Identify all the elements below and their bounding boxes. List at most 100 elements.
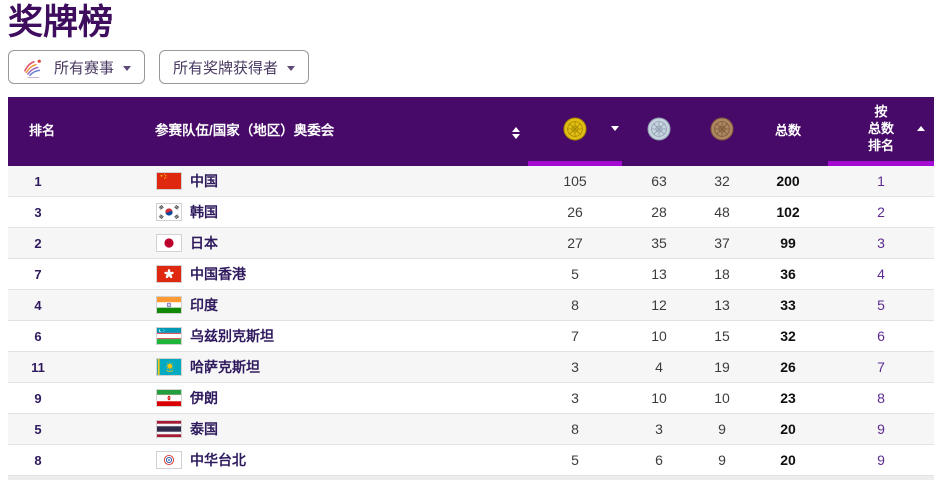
noc-name[interactable]: 泰国 bbox=[190, 419, 218, 439]
flag-japan-icon bbox=[156, 234, 182, 252]
rank-cell: 5 bbox=[8, 414, 78, 445]
total-count: 33 bbox=[748, 290, 828, 321]
silver-count: 6 bbox=[622, 445, 696, 476]
rank-cell: 2 bbox=[8, 228, 78, 259]
events-filter-button[interactable]: 所有赛事 bbox=[8, 50, 145, 84]
noc-name[interactable]: 印度 bbox=[190, 295, 218, 315]
rank-by-total-cell: 9 bbox=[828, 414, 934, 445]
header-sort-toggle[interactable] bbox=[503, 97, 528, 166]
rank-by-total-cell: 7 bbox=[828, 352, 934, 383]
header-team[interactable]: 参赛队伍/国家（地区）奥委会 bbox=[78, 97, 503, 166]
silver-count: 10 bbox=[622, 383, 696, 414]
chevron-down-icon bbox=[287, 66, 295, 71]
bronze-count: 13 bbox=[696, 290, 748, 321]
noc-name[interactable]: 日本 bbox=[190, 233, 218, 253]
sort-spacer-cell bbox=[503, 383, 528, 414]
team-cell: 中华台北 bbox=[78, 445, 503, 476]
sort-spacer-cell bbox=[503, 166, 528, 197]
silver-count: 12 bbox=[622, 290, 696, 321]
gold-count: 8 bbox=[528, 414, 622, 445]
noc-name[interactable]: 伊朗 bbox=[190, 388, 218, 408]
gold-count: 26 bbox=[528, 197, 622, 228]
sort-icon bbox=[512, 127, 520, 139]
rank-by-total-cell: 1 bbox=[828, 166, 934, 197]
silver-count: 35 bbox=[622, 228, 696, 259]
noc-name[interactable]: 乌兹别克斯坦 bbox=[190, 326, 274, 346]
table-row: 6 乌兹别克斯坦 7 10 15 32 6 bbox=[8, 321, 934, 352]
gold-medal-icon bbox=[563, 117, 587, 141]
table-row: 7 中国香港 5 13 18 36 4 bbox=[8, 259, 934, 290]
silver-count: 13 bbox=[622, 259, 696, 290]
noc-name[interactable]: 中国 bbox=[190, 171, 218, 191]
table-row: 3 韩国 26 28 48 102 2 bbox=[8, 197, 934, 228]
team-cell: 中国 bbox=[78, 166, 503, 197]
silver-medal-icon bbox=[647, 117, 671, 141]
silver-count: 10 bbox=[622, 321, 696, 352]
rank-by-total-cell: 3 bbox=[828, 228, 934, 259]
header-rank-by-total[interactable]: 按 总数 排名 bbox=[828, 97, 934, 166]
rank-cell: 3 bbox=[8, 197, 78, 228]
sort-spacer-cell bbox=[503, 290, 528, 321]
bronze-count: 15 bbox=[696, 321, 748, 352]
header-rank-by-total-label: 按 总数 排名 bbox=[868, 104, 894, 155]
bronze-medal-icon bbox=[710, 117, 734, 141]
noc-name[interactable]: 韩国 bbox=[190, 202, 218, 222]
noc-name[interactable]: 哈萨克斯坦 bbox=[190, 357, 260, 377]
total-count: 102 bbox=[748, 197, 828, 228]
medalists-filter-button[interactable]: 所有奖牌获得者 bbox=[159, 50, 309, 84]
total-count: 99 bbox=[748, 228, 828, 259]
table-row: 1 中国 105 63 32 200 1 bbox=[8, 166, 934, 197]
noc-name[interactable]: 中华台北 bbox=[190, 450, 246, 470]
chevron-down-icon bbox=[123, 66, 131, 71]
next-row-partial bbox=[8, 476, 934, 480]
team-cell: 中国香港 bbox=[78, 259, 503, 290]
bronze-count: 18 bbox=[696, 259, 748, 290]
flag-iran-icon bbox=[156, 389, 182, 407]
team-cell: 伊朗 bbox=[78, 383, 503, 414]
gold-count: 8 bbox=[528, 290, 622, 321]
sort-spacer-cell bbox=[503, 352, 528, 383]
rank-by-total-cell: 6 bbox=[828, 321, 934, 352]
rank-by-total-cell: 4 bbox=[828, 259, 934, 290]
medal-table: 排名 参赛队伍/国家（地区）奥委会 bbox=[8, 97, 934, 476]
sort-spacer-cell bbox=[503, 197, 528, 228]
flag-hong-kong-china-icon bbox=[156, 265, 182, 283]
gold-count: 5 bbox=[528, 445, 622, 476]
header-total[interactable]: 总数 bbox=[748, 97, 828, 166]
flag-south-korea-icon bbox=[156, 203, 182, 221]
header-silver[interactable] bbox=[622, 97, 696, 166]
sort-spacer-cell bbox=[503, 259, 528, 290]
total-count: 36 bbox=[748, 259, 828, 290]
gold-count: 27 bbox=[528, 228, 622, 259]
flag-kazakhstan-icon bbox=[156, 358, 182, 376]
rank-by-total-cell: 2 bbox=[828, 197, 934, 228]
team-cell: 日本 bbox=[78, 228, 503, 259]
rank-cell: 7 bbox=[8, 259, 78, 290]
team-cell: 泰国 bbox=[78, 414, 503, 445]
table-row: 5 泰国 8 3 9 20 9 bbox=[8, 414, 934, 445]
medalists-filter-label: 所有奖牌获得者 bbox=[173, 57, 278, 78]
team-cell: 哈萨克斯坦 bbox=[78, 352, 503, 383]
rank-cell: 1 bbox=[8, 166, 78, 197]
flag-chinese-taipei-icon bbox=[156, 451, 182, 469]
gold-count: 5 bbox=[528, 259, 622, 290]
rank-cell: 11 bbox=[8, 352, 78, 383]
games-emblem-icon bbox=[22, 56, 45, 79]
bronze-count: 37 bbox=[696, 228, 748, 259]
silver-count: 28 bbox=[622, 197, 696, 228]
rank-cell: 8 bbox=[8, 445, 78, 476]
rank-by-total-cell: 9 bbox=[828, 445, 934, 476]
noc-name[interactable]: 中国香港 bbox=[190, 264, 246, 284]
header-bronze[interactable] bbox=[696, 97, 748, 166]
table-row: 2 日本 27 35 37 99 3 bbox=[8, 228, 934, 259]
sort-spacer-cell bbox=[503, 228, 528, 259]
bronze-count: 10 bbox=[696, 383, 748, 414]
bronze-count: 9 bbox=[696, 414, 748, 445]
total-count: 20 bbox=[748, 445, 828, 476]
header-gold[interactable] bbox=[528, 97, 622, 166]
total-count: 200 bbox=[748, 166, 828, 197]
sort-spacer-cell bbox=[503, 414, 528, 445]
header-rank[interactable]: 排名 bbox=[8, 97, 78, 166]
events-filter-label: 所有赛事 bbox=[54, 57, 114, 78]
rank-by-total-cell: 5 bbox=[828, 290, 934, 321]
